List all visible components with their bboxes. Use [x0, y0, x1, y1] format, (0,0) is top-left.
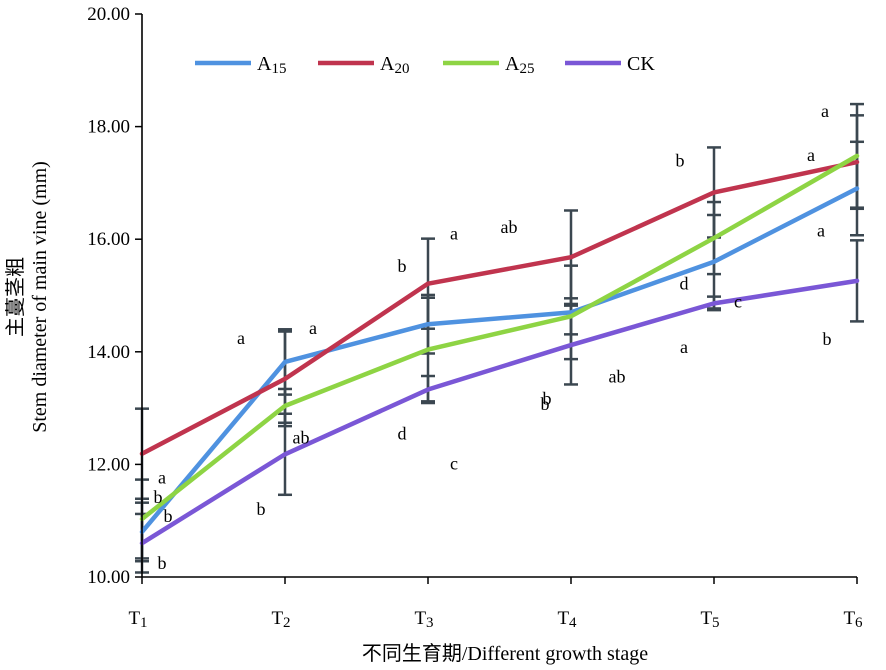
- significance-letter: a: [807, 145, 815, 165]
- significance-letter: a: [158, 468, 166, 488]
- y-tick-label: 14.00: [87, 342, 130, 363]
- x-axis-title: 不同生育期/Different growth stage: [362, 642, 648, 665]
- significance-letter: d: [398, 424, 407, 444]
- legend-item-a25: A25: [443, 53, 534, 77]
- series-line-a25: [139, 153, 860, 522]
- significance-letter: ab: [501, 217, 518, 237]
- x-tick-label: T5: [700, 608, 719, 631]
- legend-label: A25: [505, 53, 534, 77]
- significance-letter: b: [257, 499, 266, 519]
- legend-label: CK: [627, 53, 655, 75]
- significance-letter: a: [817, 221, 825, 241]
- axes: [141, 14, 857, 578]
- significance-letter: ab: [609, 366, 626, 386]
- x-ticks: T1 T2 T3 T4 T5 T6: [128, 577, 863, 631]
- significance-letter: d: [680, 274, 689, 294]
- legend-item-a20: A20: [318, 53, 409, 77]
- significance-letter: a: [237, 328, 245, 348]
- series-line-a15: [139, 186, 860, 535]
- significance-letter: a: [680, 337, 688, 357]
- legend-label: A15: [257, 53, 286, 77]
- y-axis-title-cn: 主蔓茎粗: [4, 257, 27, 337]
- significance-letter: a: [450, 224, 458, 244]
- significance-letter: c: [450, 454, 458, 474]
- x-tick-label: T4: [557, 608, 577, 631]
- significance-letter: c: [734, 291, 742, 311]
- legend-item-ck: CK: [565, 53, 655, 75]
- y-tick-label: 10.00: [87, 567, 130, 588]
- significance-letter: b: [543, 388, 552, 408]
- significance-letter: a: [821, 101, 829, 121]
- significance-letter: a: [309, 318, 317, 338]
- y-axis-title-en: Stem diameter of main vine (mm): [29, 161, 51, 433]
- y-tick-label: 20.00: [87, 4, 130, 25]
- y-tick-label: 12.00: [87, 454, 130, 475]
- significance-letter: b: [164, 506, 173, 526]
- legend-item-a15: A15: [195, 53, 286, 77]
- x-tick-label: T6: [843, 608, 863, 631]
- y-tick-label: 18.00: [87, 117, 130, 138]
- x-tick-label: T2: [271, 608, 290, 631]
- y-tick-label: 16.00: [87, 229, 130, 250]
- significance-letter: b: [398, 256, 407, 276]
- significance-letter: b: [541, 394, 550, 414]
- series-line-ck: [139, 278, 860, 546]
- series-line-a20: [139, 159, 860, 456]
- significance-letter: b: [158, 553, 167, 573]
- significance-letter: b: [823, 329, 832, 349]
- legend: A15 A20 A25 CK: [195, 53, 655, 77]
- legend-label: A20: [380, 53, 409, 77]
- x-tick-label: T3: [414, 608, 433, 631]
- significance-letter: b: [154, 487, 163, 507]
- x-tick-label: T1: [128, 608, 147, 631]
- y-axis-title: 主蔓茎粗 Stem diameter of main vine (mm): [4, 161, 51, 433]
- significance-letter: ab: [293, 427, 310, 447]
- series-lines: [139, 153, 860, 546]
- significance-letter: b: [676, 150, 685, 170]
- y-ticks: 10.00 12.00 14.00 16.00 18.00 20.00: [87, 4, 142, 588]
